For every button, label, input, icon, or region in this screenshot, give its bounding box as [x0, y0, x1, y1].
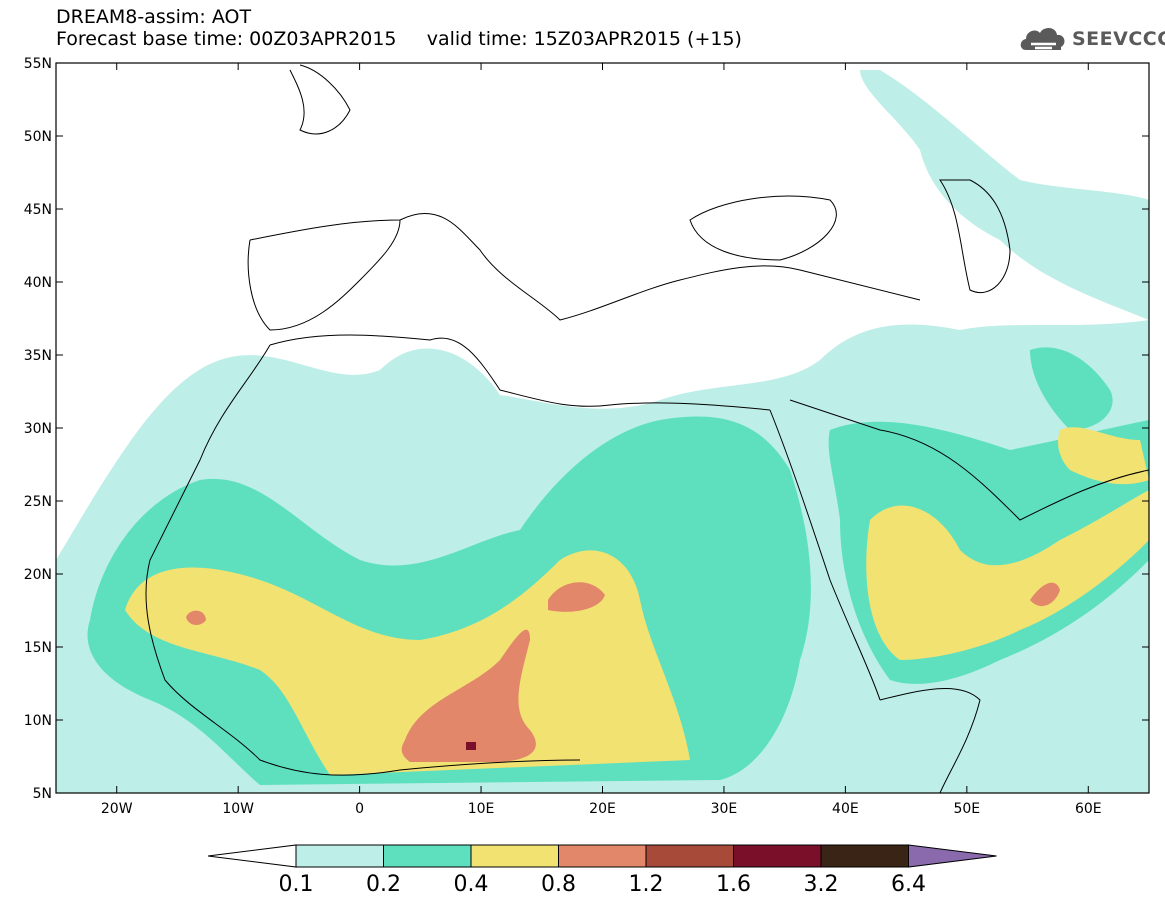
aot-layer-0.8 — [186, 582, 1060, 762]
colorbar-high-arrow — [908, 844, 997, 868]
lon-tick-label: 10W — [222, 801, 254, 817]
coast-black-sea — [689, 195, 837, 261]
colorbar-label: 3.2 — [804, 872, 839, 897]
valid-time: valid time: 15Z03APR2015 (+15) — [426, 28, 742, 50]
lon-tick-label: 50E — [953, 801, 980, 817]
colorbar-segment — [645, 844, 734, 868]
colorbar-label: 0.2 — [366, 872, 401, 897]
aot-layer-1.2 — [466, 742, 476, 750]
colorbar-label: 6.4 — [891, 872, 926, 897]
lat-tick-label: 40N — [24, 275, 52, 291]
aot-contour-04-gulf — [1058, 427, 1149, 485]
map-axes: 55N 50N 45N 40N 35N 30N 25N 20N 15N 10N 5N 20W 10W 0 1… — [24, 56, 1149, 817]
colorbar-label: 1.2 — [629, 872, 664, 897]
colorbar: 0.1 0.2 0.4 0.8 1.2 1.6 3.2 6.4 — [207, 844, 997, 897]
lat-tick-label: 45N — [24, 202, 52, 218]
coast-europe — [249, 213, 921, 321]
colorbar-label: 1.6 — [716, 872, 751, 897]
seevccc-logo: SEEVCCC — [1018, 22, 1165, 58]
coast-red-sea — [769, 409, 881, 701]
colorbar-segment — [383, 844, 472, 868]
aot-contour-08-nigeria — [401, 629, 536, 762]
coast-arabia — [789, 399, 1149, 521]
lon-tick-label: 20E — [589, 801, 616, 817]
lon-tick-label: 60E — [1075, 801, 1102, 817]
lat-tick-label: 25N — [24, 494, 52, 510]
lat-tick-label: 35N — [24, 348, 52, 364]
lon-tick-label: 10E — [468, 801, 495, 817]
lat-tick-label: 5N — [33, 786, 52, 802]
colorbar-segment — [295, 844, 384, 868]
aot-contour-08-mauritania — [186, 610, 206, 626]
aot-contour-08-chad — [548, 582, 605, 612]
logo-text: SEEVCCC — [1072, 28, 1165, 50]
map-header: DREAM8-assim: AOT Forecast base time: 00… — [56, 6, 742, 50]
aot-contour-02-iran — [1030, 347, 1113, 430]
cloud-icon — [1020, 27, 1065, 50]
lon-tick-label: 30E — [711, 801, 738, 817]
aot-field — [56, 64, 1149, 793]
aot-contour-01-caspian — [860, 70, 1149, 320]
coast-north-africa — [269, 334, 771, 411]
coastlines — [145, 64, 1149, 793]
aot-contour-04-arabia — [866, 490, 1149, 660]
time-line: Forecast base time: 00Z03APR2015 valid t… — [56, 28, 742, 50]
coast-caspian — [939, 179, 1011, 293]
lat-tick-label: 50N — [24, 129, 52, 145]
colorbar-label: 0.1 — [279, 872, 314, 897]
colorbar-low-arrow — [207, 844, 297, 868]
lon-tick-label: 20W — [101, 801, 133, 817]
lon-tick-label: 40E — [832, 801, 859, 817]
colorbar-segment — [820, 844, 909, 868]
colorbar-label: 0.8 — [541, 872, 576, 897]
coast-iberia — [247, 219, 401, 331]
base-time: Forecast base time: 00Z03APR2015 — [56, 28, 397, 50]
colorbar-segment — [558, 844, 647, 868]
lat-tick-label: 10N — [24, 713, 52, 729]
colorbar-segment — [733, 844, 822, 868]
colorbar-label: 0.4 — [454, 872, 489, 897]
coast-uk — [289, 64, 351, 135]
lon-tick-label: 0 — [355, 801, 364, 817]
coast-horn — [879, 688, 981, 793]
lat-tick-label: 30N — [24, 421, 52, 437]
aot-contour-12-nigeria — [466, 742, 476, 750]
lat-tick-label: 15N — [24, 640, 52, 656]
title-line: DREAM8-assim: AOT — [56, 6, 252, 28]
aot-contour-08-yemen — [1030, 582, 1060, 607]
lat-tick-label: 55N — [24, 56, 52, 72]
colorbar-segment — [470, 844, 559, 868]
lat-tick-label: 20N — [24, 567, 52, 583]
coast-nw-africa — [145, 344, 581, 776]
